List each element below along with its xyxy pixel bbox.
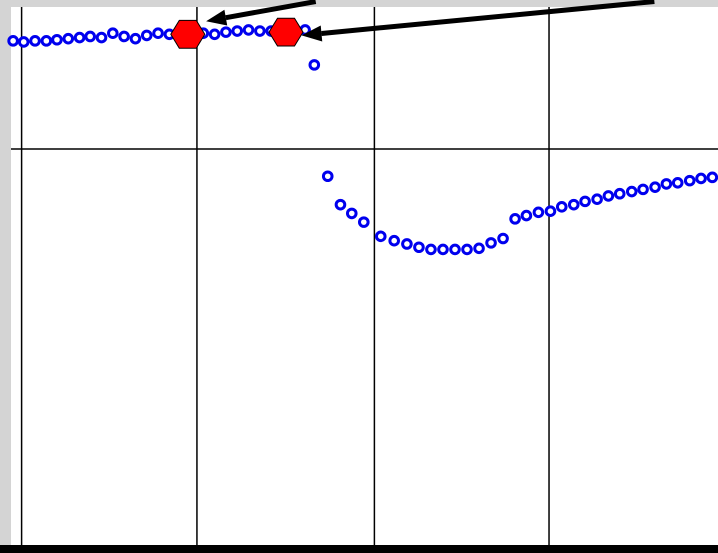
data-point: [591, 193, 603, 205]
data-point: [208, 28, 221, 41]
data-point: [73, 31, 86, 44]
data-point: [345, 207, 358, 220]
data-point: [485, 237, 497, 249]
data-point: [555, 201, 568, 213]
data-point: [388, 234, 400, 247]
data-point: [520, 209, 533, 222]
data-point: [401, 238, 413, 250]
arrow-head: [301, 25, 323, 42]
data-point: [660, 178, 673, 190]
data-point: [413, 241, 425, 254]
data-point: [357, 216, 370, 228]
data-point: [220, 26, 232, 38]
data-point: [308, 59, 321, 71]
data-point: [29, 35, 41, 47]
plot-area: [11, 7, 718, 553]
data-point: [671, 177, 684, 189]
data-point: [567, 198, 580, 211]
data-point: [706, 171, 718, 184]
data-point: [107, 27, 119, 40]
data-point: [461, 243, 473, 256]
data-point: [40, 35, 53, 47]
data-point: [449, 243, 461, 256]
data-point: [84, 30, 96, 43]
highlight-hexagon: [268, 17, 304, 47]
data-point: [509, 213, 521, 225]
data-point: [613, 187, 626, 200]
data-point: [140, 29, 153, 42]
data-point: [7, 35, 19, 47]
series-points: [7, 24, 718, 256]
data-point: [321, 170, 334, 183]
data-point: [544, 205, 557, 218]
bottom-edge-bar: [0, 545, 718, 553]
data-point: [437, 243, 449, 256]
arrow-head: [206, 9, 228, 26]
data-point: [579, 195, 591, 208]
data-point: [374, 230, 387, 243]
data-point: [254, 25, 266, 37]
data-point: [62, 32, 75, 45]
data-point: [532, 206, 545, 219]
data-point: [649, 181, 661, 193]
data-point: [231, 25, 244, 37]
data-point: [118, 30, 130, 43]
data-point: [683, 174, 696, 187]
arrow-shaft: [321, 0, 655, 36]
data-point: [334, 198, 347, 211]
data-point: [473, 242, 485, 255]
data-point: [497, 232, 509, 245]
data-point: [602, 190, 615, 202]
data-point: [637, 183, 649, 196]
highlight-markers: [170, 17, 304, 49]
data-point: [625, 185, 638, 198]
annotation-arrows: [206, 0, 655, 42]
data-point: [152, 27, 164, 40]
data-point: [129, 32, 142, 45]
arrow-shaft: [225, 0, 317, 21]
data-point: [695, 172, 707, 185]
data-point: [242, 24, 255, 36]
data-point: [95, 31, 108, 44]
data-point: [17, 36, 30, 48]
highlight-hexagon: [170, 19, 206, 49]
data-point: [51, 33, 63, 46]
data-point: [425, 243, 437, 256]
grid: [11, 7, 718, 553]
